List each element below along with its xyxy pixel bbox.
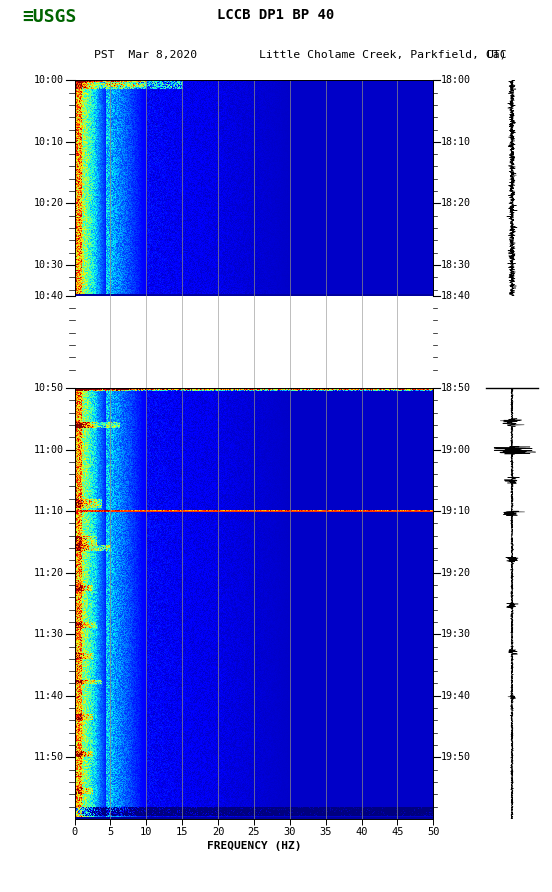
- Text: 19:20: 19:20: [441, 567, 471, 578]
- Text: 10:20: 10:20: [33, 198, 63, 209]
- Text: 18:50: 18:50: [441, 383, 471, 393]
- Text: 18:00: 18:00: [441, 75, 471, 86]
- Text: 19:10: 19:10: [441, 506, 471, 516]
- Text: 11:10: 11:10: [33, 506, 63, 516]
- Text: 18:30: 18:30: [441, 260, 471, 270]
- Text: ≡USGS: ≡USGS: [22, 8, 77, 26]
- Text: 18:10: 18:10: [441, 136, 471, 147]
- Text: 10:30: 10:30: [33, 260, 63, 270]
- Text: 19:30: 19:30: [441, 629, 471, 640]
- Text: 11:00: 11:00: [33, 444, 63, 455]
- Text: 19:00: 19:00: [441, 444, 471, 455]
- Text: 10:00: 10:00: [33, 75, 63, 86]
- Text: 11:20: 11:20: [33, 567, 63, 578]
- X-axis label: FREQUENCY (HZ): FREQUENCY (HZ): [206, 841, 301, 851]
- Text: PST  Mar 8,2020: PST Mar 8,2020: [94, 50, 197, 60]
- Text: 10:50: 10:50: [33, 383, 63, 393]
- Text: 10:40: 10:40: [33, 291, 63, 301]
- Text: UTC: UTC: [486, 50, 506, 60]
- Text: Little Cholame Creek, Parkfield, Ca): Little Cholame Creek, Parkfield, Ca): [259, 50, 507, 60]
- Text: 18:40: 18:40: [441, 291, 471, 301]
- Text: 19:50: 19:50: [441, 752, 471, 763]
- Text: 11:30: 11:30: [33, 629, 63, 640]
- Text: LCCB DP1 BP 40: LCCB DP1 BP 40: [217, 8, 335, 22]
- Text: 19:40: 19:40: [441, 690, 471, 701]
- Text: 11:40: 11:40: [33, 690, 63, 701]
- Text: 18:20: 18:20: [441, 198, 471, 209]
- Text: 11:50: 11:50: [33, 752, 63, 763]
- Text: 10:10: 10:10: [33, 136, 63, 147]
